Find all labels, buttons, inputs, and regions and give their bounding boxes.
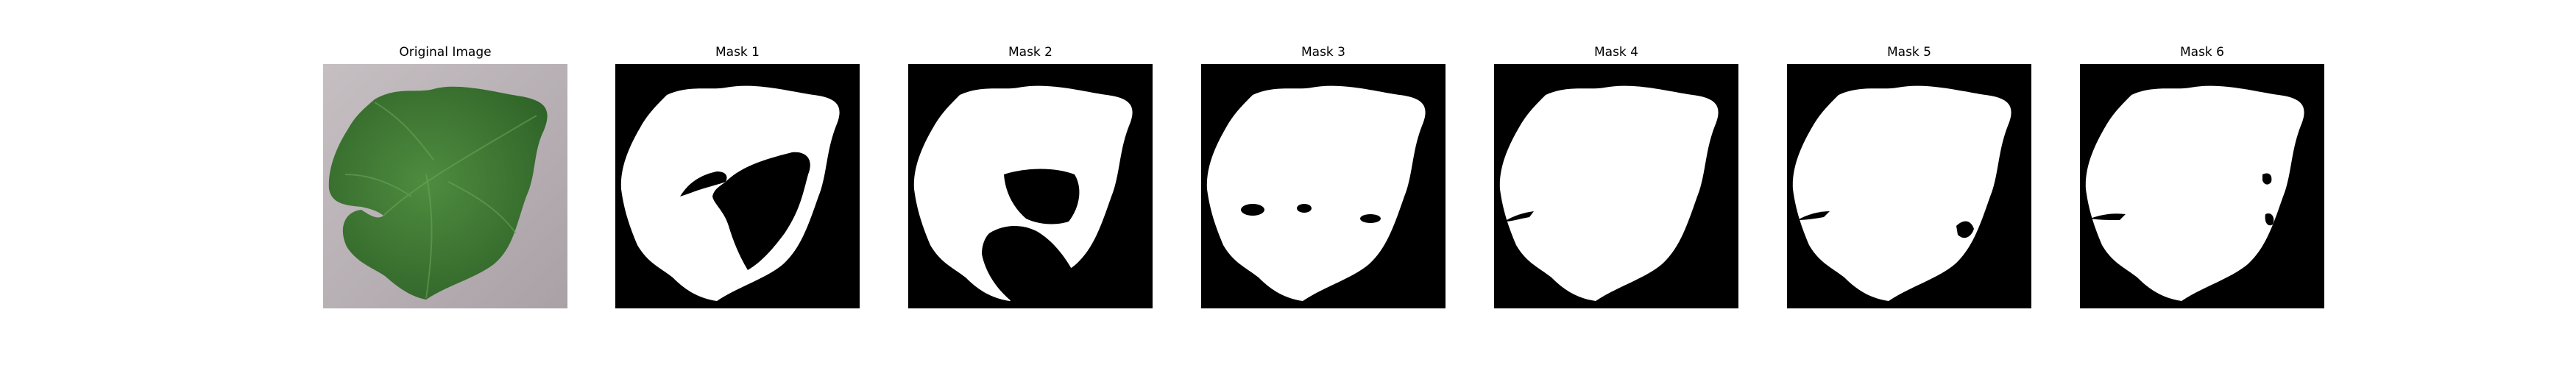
panel-title: Mask 6: [2179, 45, 2224, 60]
mask-1-image: [615, 64, 860, 308]
panel-title: Mask 3: [1301, 45, 1345, 60]
panel-mask-1: Mask 1: [615, 0, 860, 368]
mask-4-image: [1494, 64, 1738, 308]
panel-title: Mask 4: [1593, 45, 1638, 60]
mask-6-image: [2080, 64, 2324, 308]
panel-mask-2: Mask 2: [908, 0, 1153, 368]
panel-original: Original Image: [323, 0, 567, 368]
panel-title: Mask 5: [1886, 45, 1931, 60]
panel-title: Original Image: [399, 45, 492, 60]
panel-title: Mask 1: [715, 45, 760, 60]
panel-mask-4: Mask 4: [1494, 0, 1738, 368]
panel-mask-5: Mask 5: [1787, 0, 2031, 368]
original-leaf-image: [323, 64, 567, 308]
panel-mask-6: Mask 6: [2080, 0, 2324, 368]
mask-3-image: [1201, 64, 1446, 308]
mask-5-image: [1787, 64, 2031, 308]
mask-2-image: [908, 64, 1153, 308]
panel-mask-3: Mask 3: [1201, 0, 1446, 368]
panel-title: Mask 2: [1008, 45, 1052, 60]
